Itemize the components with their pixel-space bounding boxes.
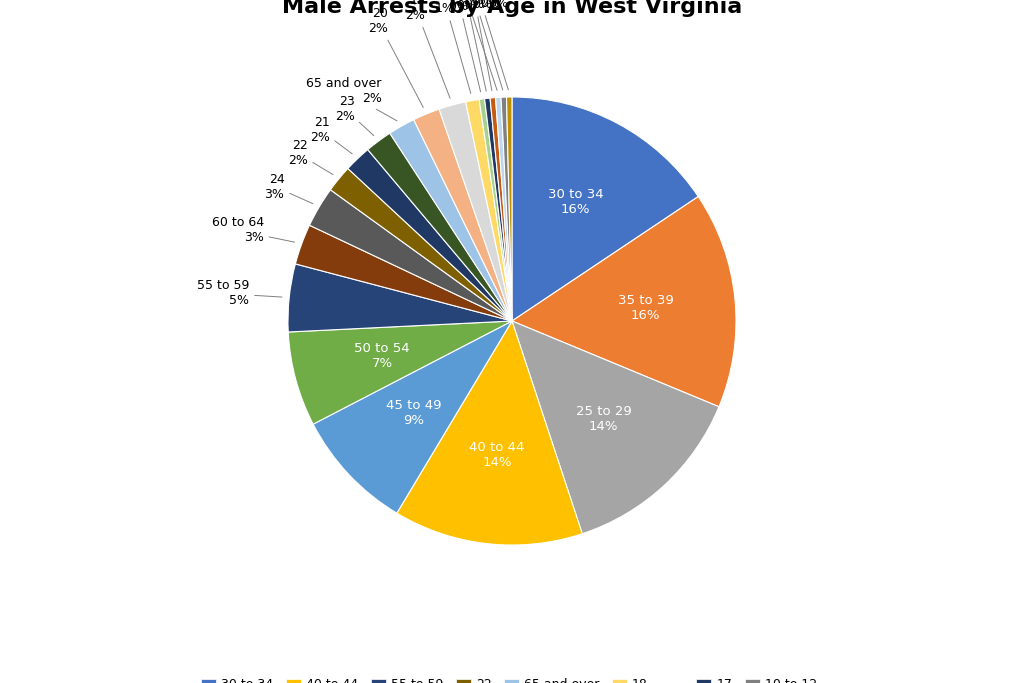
Wedge shape <box>348 150 512 321</box>
Text: 16
0%: 16 0% <box>449 0 480 92</box>
Wedge shape <box>309 190 512 321</box>
Wedge shape <box>512 97 698 321</box>
Legend: 30 to 34, 35 to 39, 25 to 29, 40 to 44, 45 to 49, 50 to 54, 55 to 59, 60 to 64, : 30 to 34, 35 to 39, 25 to 29, 40 to 44, … <box>197 673 827 683</box>
Text: 13 to 14
0%: 13 to 14 0% <box>440 0 497 90</box>
Wedge shape <box>479 98 512 321</box>
Text: 22
2%: 22 2% <box>288 139 333 175</box>
Text: 10 to 12
0%: 10 to 12 0% <box>447 0 503 90</box>
Wedge shape <box>288 321 512 424</box>
Text: Under 10
0%: Under 10 0% <box>451 0 508 90</box>
Text: 18
1%: 18 1% <box>434 0 471 94</box>
Text: 65 and over
2%: 65 and over 2% <box>306 77 397 121</box>
Text: 21
2%: 21 2% <box>310 115 352 154</box>
Text: 23
2%: 23 2% <box>335 95 374 136</box>
Text: 19
2%: 19 2% <box>406 0 451 98</box>
Wedge shape <box>507 97 512 321</box>
Wedge shape <box>331 169 512 321</box>
Wedge shape <box>390 120 512 321</box>
Text: 55 to 59
5%: 55 to 59 5% <box>197 279 282 307</box>
Wedge shape <box>466 100 512 321</box>
Text: 50 to 54
7%: 50 to 54 7% <box>354 342 410 370</box>
Wedge shape <box>295 225 512 321</box>
Text: 17
0%: 17 0% <box>457 0 486 92</box>
Wedge shape <box>490 98 512 321</box>
Text: 15
0%: 15 0% <box>464 0 492 91</box>
Wedge shape <box>512 197 736 407</box>
Text: 40 to 44
14%: 40 to 44 14% <box>469 441 525 469</box>
Text: 35 to 39
16%: 35 to 39 16% <box>617 294 674 322</box>
Wedge shape <box>439 102 512 321</box>
Wedge shape <box>414 109 512 321</box>
Wedge shape <box>313 321 512 513</box>
Wedge shape <box>368 133 512 321</box>
Text: 25 to 29
14%: 25 to 29 14% <box>575 406 632 434</box>
Text: 24
3%: 24 3% <box>264 173 312 204</box>
Wedge shape <box>288 264 512 332</box>
Wedge shape <box>496 97 512 321</box>
Wedge shape <box>397 321 583 545</box>
Wedge shape <box>484 98 512 321</box>
Title: Male Arrests by Age in West Virginia: Male Arrests by Age in West Virginia <box>282 0 742 17</box>
Text: 60 to 64
3%: 60 to 64 3% <box>212 217 295 245</box>
Wedge shape <box>501 97 512 321</box>
Text: 45 to 49
9%: 45 to 49 9% <box>386 399 441 427</box>
Text: 20
2%: 20 2% <box>368 7 423 107</box>
Text: 30 to 34
16%: 30 to 34 16% <box>548 189 603 217</box>
Wedge shape <box>512 321 719 533</box>
